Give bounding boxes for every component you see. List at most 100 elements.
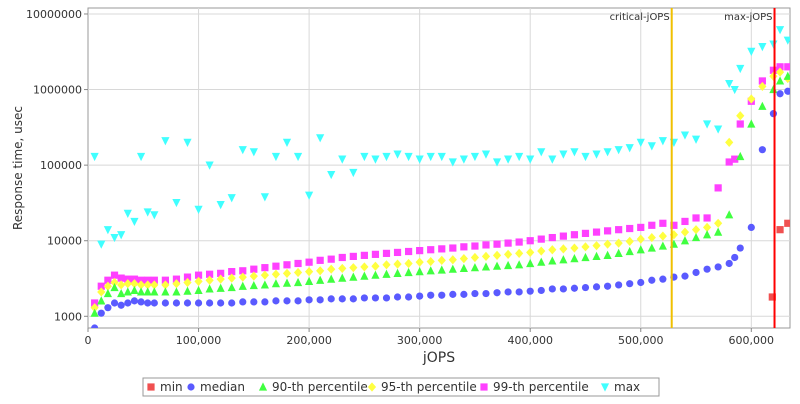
data-point [427, 246, 435, 254]
data-point [136, 280, 146, 290]
data-point [183, 286, 192, 295]
data-point [448, 264, 457, 273]
data-point [316, 256, 324, 264]
legend-marker [147, 383, 155, 391]
data-point [117, 288, 126, 298]
data-point [316, 266, 325, 276]
x-tick-label: 600,000 [729, 334, 775, 347]
data-point [371, 250, 380, 258]
data-point [161, 287, 170, 296]
data-point [250, 298, 258, 306]
data-point [648, 221, 656, 229]
data-point [526, 247, 535, 258]
data-point [481, 251, 491, 262]
data-point [130, 279, 139, 289]
data-point [603, 239, 612, 249]
data-point [130, 217, 139, 227]
data-point [703, 265, 711, 273]
data-point [117, 231, 126, 240]
data-point [736, 64, 745, 74]
data-point [471, 289, 479, 298]
data-point [415, 155, 424, 164]
data-point [548, 233, 556, 242]
legend-marker [480, 383, 488, 391]
data-point [680, 227, 690, 237]
data-point [736, 120, 744, 128]
y-tick-label: 1000000 [33, 84, 82, 97]
data-point [316, 134, 325, 143]
data-point [702, 230, 712, 239]
data-point [194, 271, 203, 279]
data-point [136, 152, 146, 162]
data-point [261, 264, 269, 272]
data-point [404, 267, 413, 277]
data-point [305, 267, 314, 277]
data-point [515, 288, 523, 296]
data-point [228, 268, 236, 276]
data-point [615, 281, 623, 289]
data-point [97, 282, 105, 290]
data-point [393, 293, 402, 301]
data-point [658, 137, 667, 146]
data-point [382, 152, 391, 162]
data-point [104, 276, 112, 284]
data-point [416, 292, 424, 300]
data-point [438, 291, 446, 299]
data-point [702, 222, 712, 233]
data-point [758, 101, 767, 110]
data-point [426, 256, 435, 267]
data-point [784, 219, 790, 227]
data-point [137, 298, 145, 306]
data-point [570, 243, 579, 253]
data-point [271, 152, 281, 162]
x-tick-label: 300,000 [397, 334, 443, 347]
data-point [294, 297, 302, 305]
data-point [659, 275, 667, 283]
data-point [427, 291, 435, 299]
legend-marker [187, 383, 195, 391]
data-point [636, 138, 645, 147]
data-point [492, 158, 502, 167]
legend-marker [600, 383, 610, 392]
data-point [776, 226, 784, 234]
data-point [747, 94, 756, 104]
data-point [123, 279, 132, 289]
data-point [481, 262, 491, 271]
data-point [725, 137, 734, 147]
data-point [239, 298, 247, 306]
x-axis-label: jOPS [422, 350, 455, 366]
data-point [261, 298, 269, 306]
data-point [260, 280, 269, 289]
data-point [670, 221, 678, 229]
data-point [731, 253, 739, 262]
data-point [90, 308, 99, 317]
data-point [293, 152, 303, 162]
data-point [470, 263, 480, 272]
data-point [97, 309, 105, 317]
data-point [581, 229, 590, 237]
data-point [393, 259, 402, 269]
data-point [570, 148, 579, 157]
data-point [172, 198, 181, 208]
data-point [736, 244, 744, 252]
data-point [316, 296, 324, 304]
data-point [626, 224, 634, 233]
data-point [150, 280, 159, 290]
data-point [515, 248, 524, 258]
y-tick-label: 100000 [40, 159, 82, 172]
data-point [294, 259, 302, 268]
data-point [393, 150, 402, 159]
data-point [90, 303, 99, 313]
data-point [725, 259, 733, 268]
data-point [123, 287, 132, 296]
data-point [592, 283, 601, 291]
data-point [758, 43, 767, 52]
data-point [136, 287, 146, 296]
data-point [305, 276, 314, 285]
data-point [183, 138, 192, 147]
data-point [471, 242, 479, 250]
data-point [316, 275, 325, 284]
data-point [117, 301, 125, 309]
data-point [747, 47, 756, 56]
x-tick-label: 0 [85, 334, 92, 347]
